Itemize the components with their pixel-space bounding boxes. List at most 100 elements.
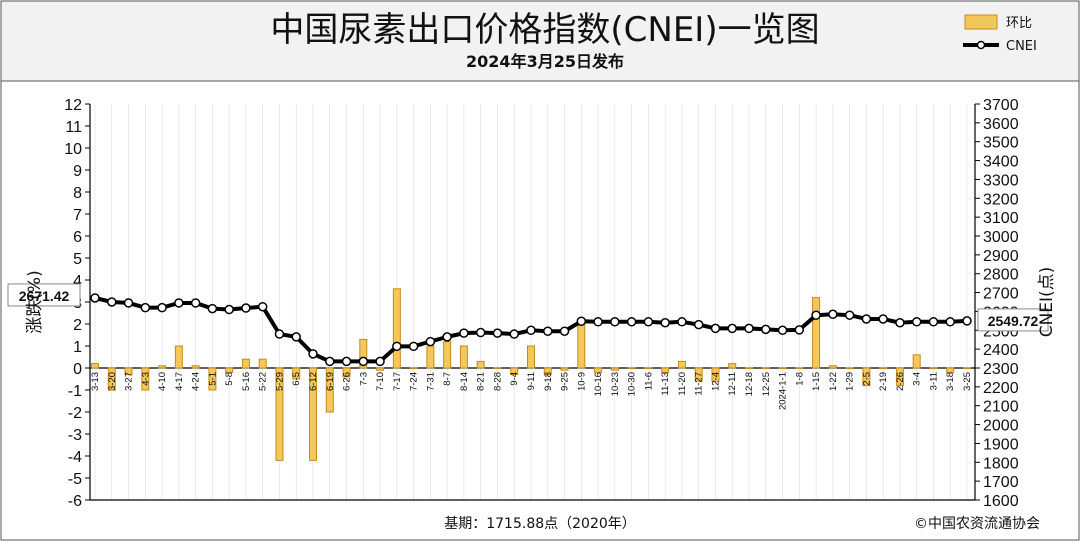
cnei-point (895, 317, 905, 328)
x-tick-label: 4-17 (174, 372, 185, 391)
x-tick-label: 5-29 (274, 372, 285, 391)
y-left-tick-label: -2 (68, 405, 82, 422)
y-right-tick-label: 1900 (983, 436, 1019, 453)
bar-mom (376, 367, 385, 371)
x-tick-label: 11-13 (660, 372, 671, 396)
bar-mom (91, 363, 99, 369)
cnei-point (744, 323, 754, 334)
x-tick-label: 1-15 (811, 372, 822, 391)
bar-mom (610, 367, 619, 371)
bar-mom (124, 367, 133, 376)
bar-mom (443, 341, 452, 369)
bar-mom (627, 367, 636, 370)
bar-mom (208, 367, 217, 391)
bar-mom (409, 367, 418, 370)
x-tick-label: 9-18 (543, 372, 554, 391)
y-right-tick-label: 3200 (983, 191, 1019, 208)
y-left-tick-label: 12 (64, 97, 82, 114)
cnei-point (945, 317, 955, 327)
x-tick-label: 9-25 (560, 372, 571, 391)
bar-mom (510, 367, 519, 376)
bar-mom (459, 345, 468, 369)
bar-mom (426, 345, 435, 369)
bar-mom (493, 367, 502, 370)
bar-mom (543, 367, 552, 376)
x-tick-label: 4-3 (140, 372, 151, 386)
bar-mom (141, 367, 150, 391)
y-left-tick-label: 11 (65, 119, 82, 136)
cnei-point (660, 317, 670, 328)
x-tick-label: 4-24 (191, 372, 202, 391)
cnei-point (677, 317, 687, 327)
cnei-point (123, 298, 134, 308)
y-left-axis-label: 涨跌(%) (25, 270, 45, 333)
cnei-point (392, 341, 402, 352)
x-tick-label: 5-16 (241, 372, 252, 391)
y-right-tick-label: 3100 (983, 210, 1019, 227)
x-tick-label: 3-13 (90, 372, 101, 391)
x-tick-label: 3-20 (107, 372, 118, 391)
x-tick-label: 1-29 (845, 372, 856, 391)
x-tick-label: 12-25 (761, 372, 772, 396)
y-left-tick-label: 9 (73, 163, 82, 180)
bar-mom (929, 367, 938, 370)
x-tick-label: 12-18 (744, 372, 755, 396)
x-tick-label: 6-5 (291, 372, 302, 386)
bar-mom (527, 345, 535, 369)
cnei-point (878, 314, 888, 324)
bar-mom (795, 367, 804, 370)
bar-mom (309, 367, 317, 461)
y-right-tick-label: 2400 (983, 342, 1019, 359)
cnei-point (241, 303, 251, 313)
bar-mom (107, 367, 116, 391)
y-left-tick-label: -5 (68, 471, 82, 488)
cnei-point (358, 356, 369, 367)
bar-mom (761, 367, 770, 370)
header-band (0, 0, 1080, 82)
plot-area (90, 104, 975, 500)
legend: 环比 CNEI (963, 14, 1037, 54)
cnei-point (442, 332, 452, 342)
x-tick-label: 2-5 (861, 372, 872, 386)
y-left-tick-label: -1 (68, 383, 82, 400)
cnei-point (861, 314, 872, 324)
cnei-point (425, 336, 436, 347)
x-tick-label: 5-22 (258, 372, 269, 391)
y-right-tick-label: 3700 (983, 97, 1019, 114)
bar-mom (845, 367, 854, 370)
legend-label-bar: 环比 (1006, 16, 1032, 31)
y-left-tick-label: -4 (68, 449, 82, 466)
cnei-point (157, 302, 167, 313)
bar-mom (594, 367, 603, 373)
x-tick-label: 8-21 (476, 372, 487, 391)
bar-mom (862, 367, 871, 387)
bar-mom (895, 367, 904, 387)
bar-mom (560, 367, 569, 371)
x-tick-label: 8-28 (492, 372, 503, 391)
cnei-point (828, 309, 838, 320)
cnei-point (492, 328, 503, 338)
bar-mom (275, 367, 284, 461)
legend-swatch-bar (964, 14, 998, 30)
cnei-point (224, 304, 234, 315)
y-right-tick-label: 3300 (983, 172, 1019, 189)
y-right-tick-label: 2900 (983, 248, 1019, 265)
y-right-tick-label: 2000 (983, 418, 1019, 435)
x-tick-label: 2024-1-1 (778, 372, 789, 410)
x-tick-label: 8-14 (459, 372, 470, 391)
legend-label-line: CNEI (1006, 39, 1037, 54)
bar-mom (963, 367, 971, 370)
y-left-tick-label: 1 (73, 339, 82, 356)
bar-mom (778, 367, 787, 370)
y-right-tick-label: 3500 (983, 135, 1019, 152)
callout-last-value: 2549.72 (988, 313, 1039, 329)
y-left-tick-label: 6 (73, 229, 82, 246)
x-tick-label: 11-6 (643, 372, 654, 390)
bar-mom (661, 367, 670, 373)
x-tick-label: 11-20 (677, 372, 688, 396)
y-left-tick-label: 2 (73, 317, 82, 334)
cnei-point (844, 310, 855, 320)
x-tick-label: 10-23 (610, 372, 621, 396)
y-right-tick-label: 2300 (983, 361, 1019, 378)
